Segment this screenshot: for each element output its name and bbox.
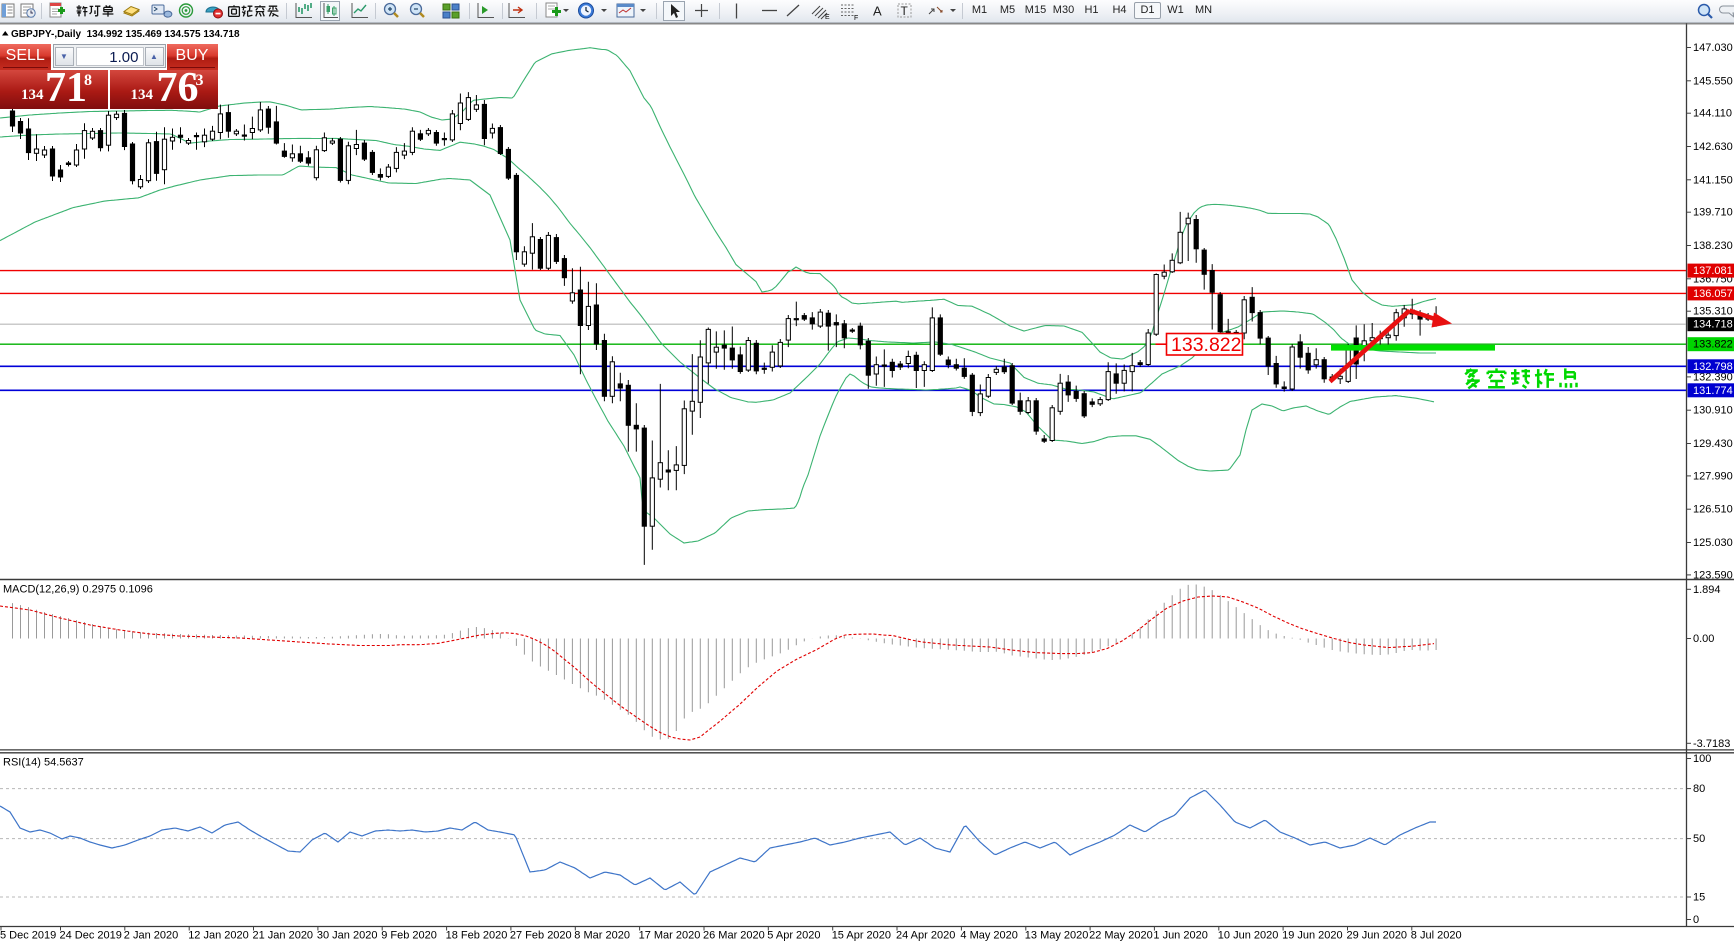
svg-text:5 Apr 2020: 5 Apr 2020 xyxy=(767,930,820,941)
svg-text:136.057: 136.057 xyxy=(1693,288,1733,300)
svg-text:133.822: 133.822 xyxy=(1171,334,1242,356)
svg-text:22 May 2020: 22 May 2020 xyxy=(1089,930,1153,941)
svg-text:132.798: 132.798 xyxy=(1693,361,1733,373)
svg-text:F: F xyxy=(854,15,858,22)
svg-text:134.718: 134.718 xyxy=(1693,319,1733,331)
svg-text:142.630: 142.630 xyxy=(1693,141,1733,153)
svg-text:5 Dec 2019: 5 Dec 2019 xyxy=(0,930,56,941)
svg-text:141.150: 141.150 xyxy=(1693,174,1733,186)
svg-text:15 Apr 2020: 15 Apr 2020 xyxy=(832,930,891,941)
svg-text:145.550: 145.550 xyxy=(1693,75,1733,87)
svg-text:139.710: 139.710 xyxy=(1693,207,1733,219)
svg-text:17 Mar 2020: 17 Mar 2020 xyxy=(639,930,701,941)
svg-text:126.510: 126.510 xyxy=(1693,504,1733,516)
svg-text:10 Jun 2020: 10 Jun 2020 xyxy=(1218,930,1279,941)
svg-text:E: E xyxy=(825,14,830,21)
svg-text:0.00: 0.00 xyxy=(1693,633,1714,645)
svg-text:135.310: 135.310 xyxy=(1693,306,1733,318)
svg-text:24 Dec 2019: 24 Dec 2019 xyxy=(60,930,122,941)
svg-text:4 May 2020: 4 May 2020 xyxy=(960,930,1017,941)
svg-text:15: 15 xyxy=(1693,892,1705,904)
svg-text:24 Apr 2020: 24 Apr 2020 xyxy=(896,930,955,941)
svg-text:8 Jul 2020: 8 Jul 2020 xyxy=(1411,930,1462,941)
svg-text:100: 100 xyxy=(1693,753,1711,765)
svg-text:MACD(12,26,9) 0.2975 0.1096: MACD(12,26,9) 0.2975 0.1096 xyxy=(3,584,153,596)
svg-text:131.774: 131.774 xyxy=(1693,385,1733,397)
svg-text:12 Jan 2020: 12 Jan 2020 xyxy=(188,930,249,941)
svg-text:138.230: 138.230 xyxy=(1693,240,1733,252)
svg-text:21 Jan 2020: 21 Jan 2020 xyxy=(253,930,314,941)
svg-text:132.390: 132.390 xyxy=(1693,371,1733,383)
svg-text:T: T xyxy=(901,4,909,18)
svg-text:129.430: 129.430 xyxy=(1693,438,1733,450)
svg-text:147.030: 147.030 xyxy=(1693,42,1733,54)
svg-text:30 Jan 2020: 30 Jan 2020 xyxy=(317,930,378,941)
svg-text:26 Mar 2020: 26 Mar 2020 xyxy=(703,930,765,941)
svg-text:18 Feb 2020: 18 Feb 2020 xyxy=(446,930,508,941)
svg-text:123.590: 123.590 xyxy=(1693,569,1733,581)
svg-text:50: 50 xyxy=(1693,833,1705,845)
svg-text:29 Jun 2020: 29 Jun 2020 xyxy=(1347,930,1408,941)
svg-text:1 Jun 2020: 1 Jun 2020 xyxy=(1153,930,1207,941)
svg-text:144.110: 144.110 xyxy=(1693,108,1732,120)
svg-text:2 Jan 2020: 2 Jan 2020 xyxy=(124,930,178,941)
svg-text:125.030: 125.030 xyxy=(1693,537,1733,549)
svg-text:80: 80 xyxy=(1693,783,1705,795)
svg-text:27 Feb 2020: 27 Feb 2020 xyxy=(510,930,572,941)
svg-text:-3.7183: -3.7183 xyxy=(1693,738,1730,750)
svg-text:1.894: 1.894 xyxy=(1693,584,1721,596)
svg-text:19 Jun 2020: 19 Jun 2020 xyxy=(1282,930,1343,941)
svg-text:133.822: 133.822 xyxy=(1693,339,1733,351)
svg-text:A: A xyxy=(873,4,882,19)
svg-text:13 May 2020: 13 May 2020 xyxy=(1025,930,1089,941)
svg-text:137.081: 137.081 xyxy=(1693,265,1733,277)
svg-text:RSI(14) 54.5637: RSI(14) 54.5637 xyxy=(3,757,84,769)
svg-text:8 Mar 2020: 8 Mar 2020 xyxy=(574,930,630,941)
svg-text:127.990: 127.990 xyxy=(1693,470,1733,482)
svg-text:9 Feb 2020: 9 Feb 2020 xyxy=(381,930,437,941)
svg-text:0: 0 xyxy=(1693,914,1699,926)
svg-text:GBPJPY-,Daily 134.992 135.469: GBPJPY-,Daily 134.992 135.469 134.575 13… xyxy=(11,29,240,40)
svg-text:130.910: 130.910 xyxy=(1693,405,1733,417)
